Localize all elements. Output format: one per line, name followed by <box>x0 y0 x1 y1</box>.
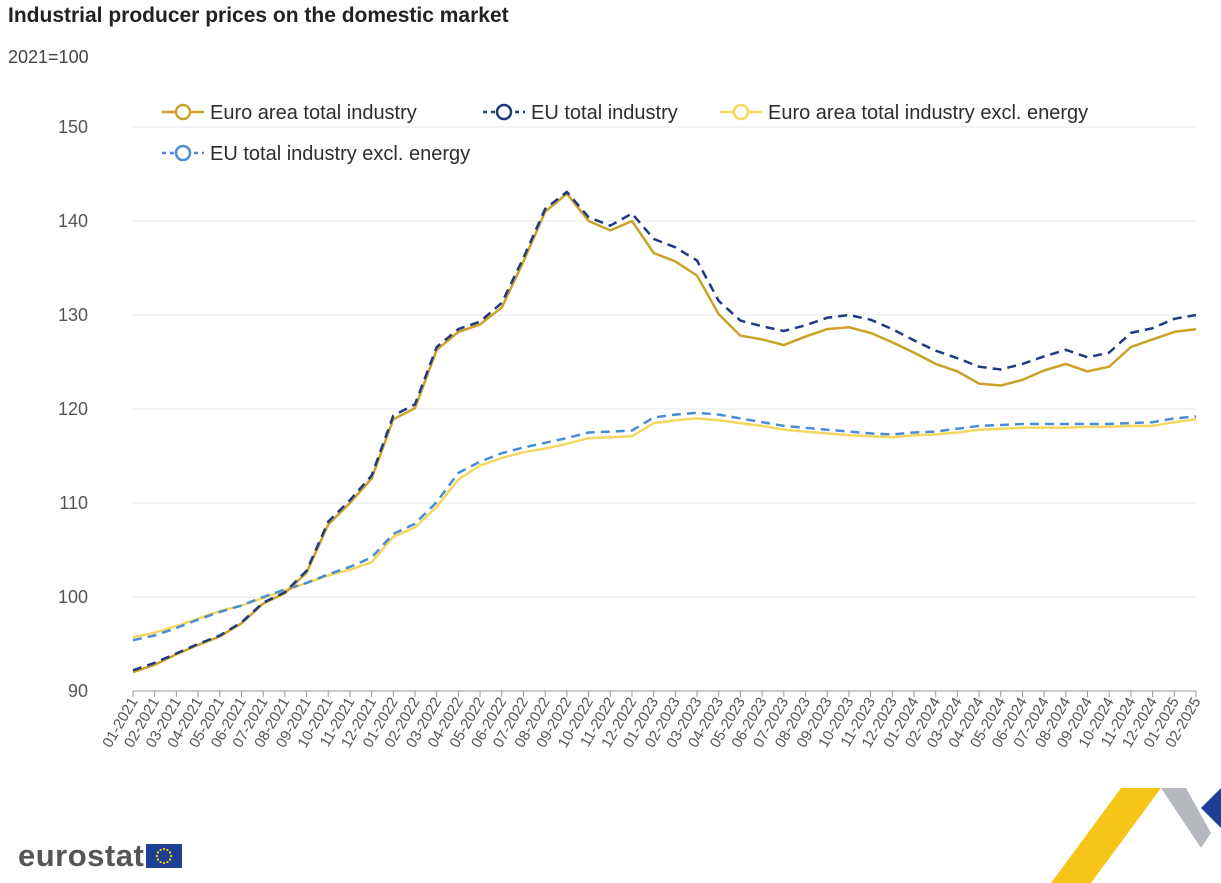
series-line-eu-total-industry-excl-energy <box>132 411 1197 642</box>
legend-label: EU total industry excl. energy <box>210 143 470 165</box>
y-tick-label: 140 <box>58 211 88 231</box>
eu-flag-icon <box>146 844 183 868</box>
legend-label: Euro area total industry excl. energy <box>768 102 1088 124</box>
logo-text: eurostat <box>18 838 145 873</box>
y-tick-label: 110 <box>59 493 88 513</box>
y-tick-label: 150 <box>58 117 88 137</box>
legend-marker-icon <box>174 144 192 162</box>
decorative-corner-graphic <box>1051 788 1221 883</box>
legend-item[interactable]: EU total industry <box>483 102 678 124</box>
legend-item[interactable]: EU total industry excl. energy <box>162 143 470 165</box>
legend-marker-icon <box>174 103 192 121</box>
series-line-eu-total-industry <box>132 190 1197 672</box>
series-line-euro-area-total-industry-excl-energy <box>132 417 1197 639</box>
legend-label: Euro area total industry <box>210 102 417 124</box>
series-line-euro-area-total-industry <box>132 192 1197 674</box>
y-tick-label: 130 <box>58 305 88 325</box>
series-lines <box>132 190 1197 674</box>
y-tick-label: 100 <box>58 587 88 607</box>
chart-title: Industrial producer prices on the domest… <box>8 4 509 27</box>
eurostat-logo: eurostat <box>18 838 183 874</box>
chart-subtitle: 2021=100 <box>8 47 89 67</box>
legend-label: EU total industry <box>531 102 678 124</box>
y-tick-label: 120 <box>58 399 88 419</box>
legend-item[interactable]: Euro area total industry <box>162 102 417 124</box>
legend-marker-icon <box>495 103 513 121</box>
grid-lines <box>133 126 1196 692</box>
y-axis-ticks: 90 100 110 120 130 140 150 <box>58 117 88 701</box>
legend-marker-icon <box>732 103 750 121</box>
legend[interactable]: Euro area total industry EU total industr… <box>162 102 1088 165</box>
y-tick-label: 90 <box>68 681 88 701</box>
legend-item[interactable]: Euro area total industry excl. energy <box>720 102 1088 124</box>
x-axis-ticks: 01-202102-202103-202104-202105-202106-20… <box>99 691 1204 751</box>
